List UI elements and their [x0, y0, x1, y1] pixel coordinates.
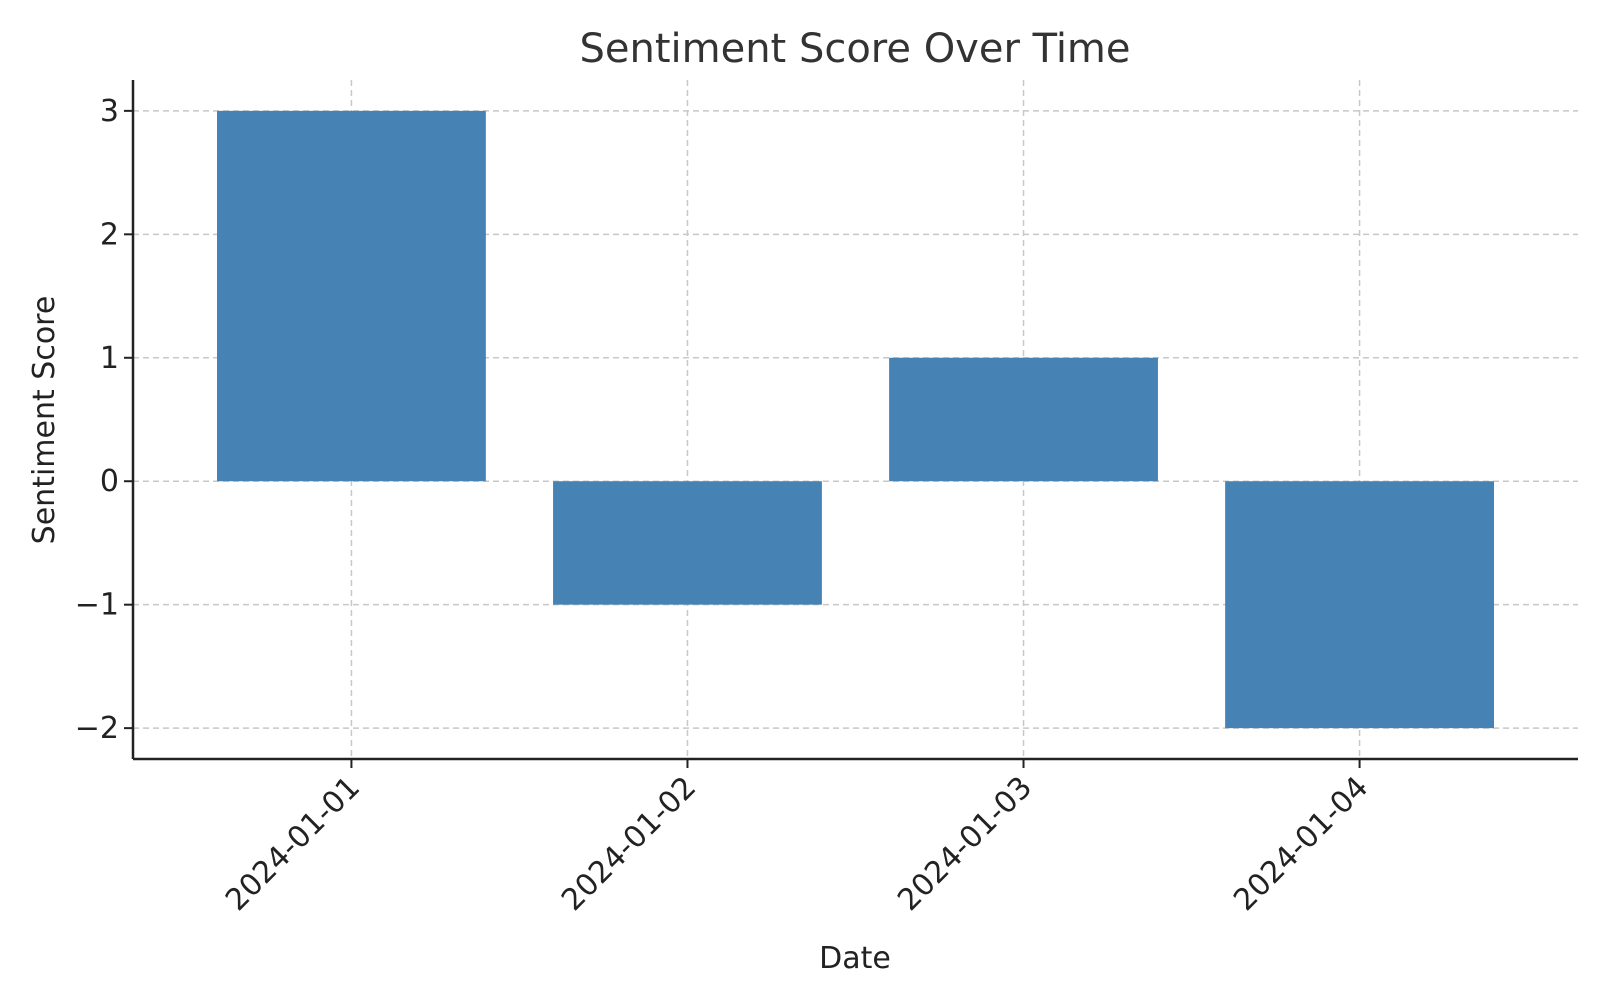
y-tick-label: −1 [75, 588, 119, 623]
y-ticks: −2 −1 0 1 2 3 [75, 94, 133, 746]
axes [131, 80, 1578, 761]
y-tick-label: 2 [100, 217, 119, 252]
bar [553, 481, 822, 605]
y-tick-label: 3 [100, 94, 119, 129]
bars [217, 110, 1494, 729]
x-tick-label: 2024-01-02 [555, 770, 703, 918]
x-tick-label: 2024-01-04 [1227, 770, 1375, 918]
y-tick-label: −2 [75, 711, 119, 746]
x-axis-label: Date [819, 941, 891, 976]
bar [889, 357, 1158, 482]
y-axis-label: Sentiment Score [27, 296, 62, 545]
bar [217, 110, 486, 482]
y-tick-label: 0 [100, 464, 119, 499]
chart-title: Sentiment Score Over Time [579, 26, 1130, 72]
y-tick-label: 1 [100, 341, 119, 376]
x-ticks: 2024-01-01 2024-01-02 2024-01-03 2024-01-04 [219, 759, 1375, 918]
x-tick-label: 2024-01-03 [891, 770, 1039, 918]
x-tick-label: 2024-01-01 [219, 770, 367, 918]
bar [1225, 481, 1494, 729]
